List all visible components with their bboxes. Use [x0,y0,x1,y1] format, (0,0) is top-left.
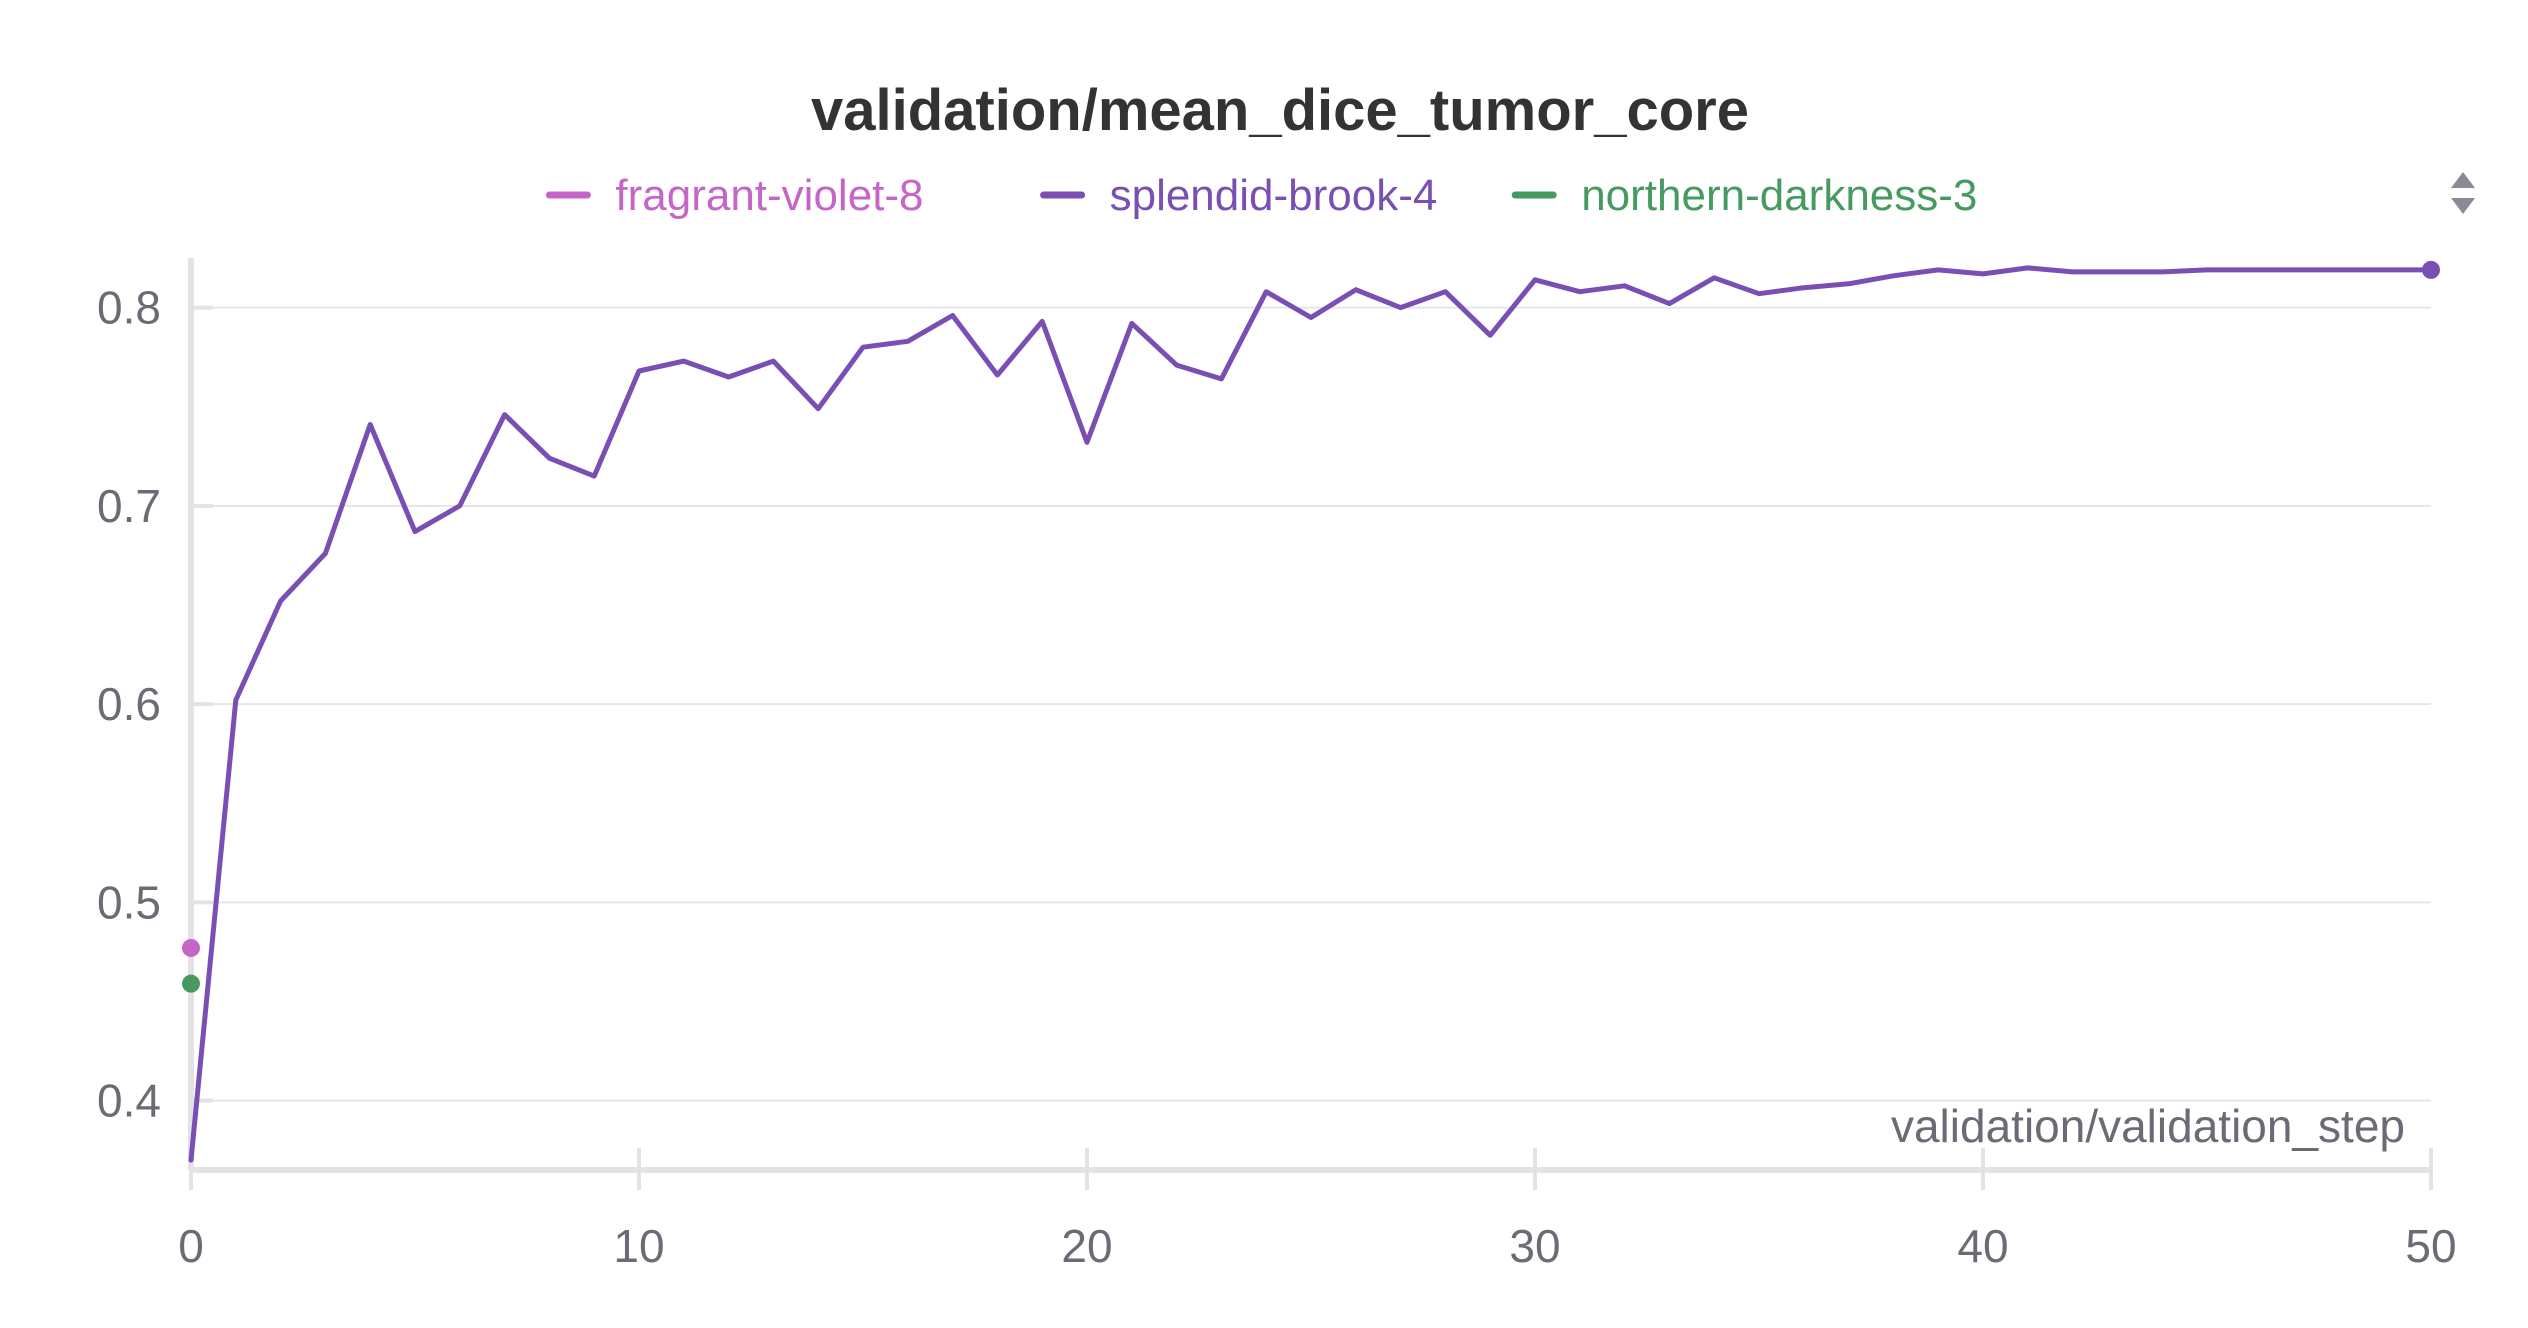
y-tick-label-0: 0.4 [97,1075,161,1127]
legend: fragrant-violet-8 splendid-brook-4 norther… [545,171,1977,220]
y-tick-label-4: 0.8 [97,282,161,334]
data-point-fragrant-violet-8 [182,938,200,957]
x-axis-ticks: 0 10 20 30 40 50 [178,1148,2457,1272]
x-tick-label-0: 0 [178,1220,204,1272]
legend-item-fragrant-violet-8[interactable]: fragrant-violet-8 [545,171,924,220]
x-tick-label-5: 50 [2405,1220,2456,1272]
x-tick-label-4: 40 [1957,1220,2008,1272]
y-axis-ticks: 0.4 0.5 0.6 0.7 0.8 [97,282,213,1127]
legend-item-northern-darkness-3[interactable]: northern-darkness-3 [1511,171,1977,220]
x-tick-label-3: 30 [1509,1220,1560,1272]
x-tick-label-1: 10 [613,1220,664,1272]
grid-lines [191,306,2431,1102]
legend-label: splendid-brook-4 [1110,171,1438,220]
series-fragrant-violet-8 [182,938,200,957]
x-axis-title: validation/validation_step [1891,1100,2405,1152]
y-tick-label-2: 0.6 [97,678,161,730]
data-point-northern-darkness-3 [182,974,200,993]
series-line-splendid-brook-4 [188,265,2434,1163]
legend-label: northern-darkness-3 [1581,171,1977,220]
axes [188,258,2431,1173]
series-northern-darkness-3 [182,974,200,993]
legend-label: fragrant-violet-8 [615,171,923,220]
x-tick-label-2: 20 [1061,1220,1112,1272]
series-splendid-brook-4 [188,260,2440,1163]
legend-item-splendid-brook-4[interactable]: splendid-brook-4 [1040,171,1438,220]
series-end-point-splendid-brook-4 [2422,260,2440,279]
y-tick-label-1: 0.5 [97,876,161,928]
chart-title: validation/mean_dice_tumor_core [811,78,1749,143]
sort-up-icon [2451,172,2475,188]
sort-down-icon [2451,198,2475,214]
series-layer [182,260,2440,1163]
legend-sort-control[interactable] [2430,166,2490,226]
y-tick-label-3: 0.7 [97,480,161,532]
